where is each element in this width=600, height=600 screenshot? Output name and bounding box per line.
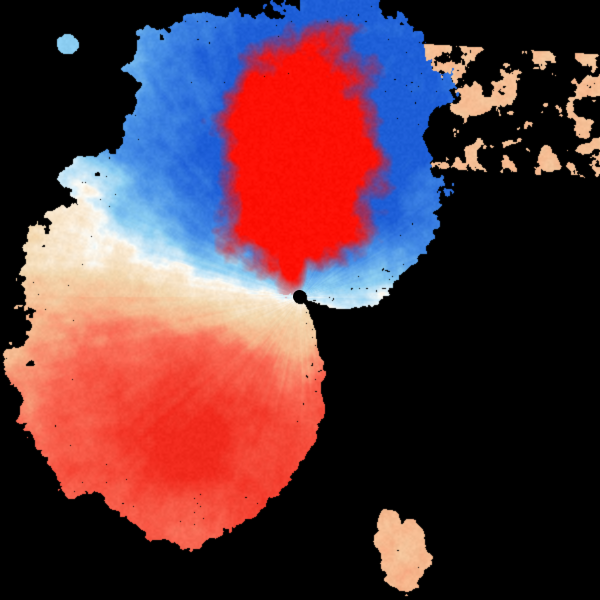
radar-site-marker [293,290,306,303]
